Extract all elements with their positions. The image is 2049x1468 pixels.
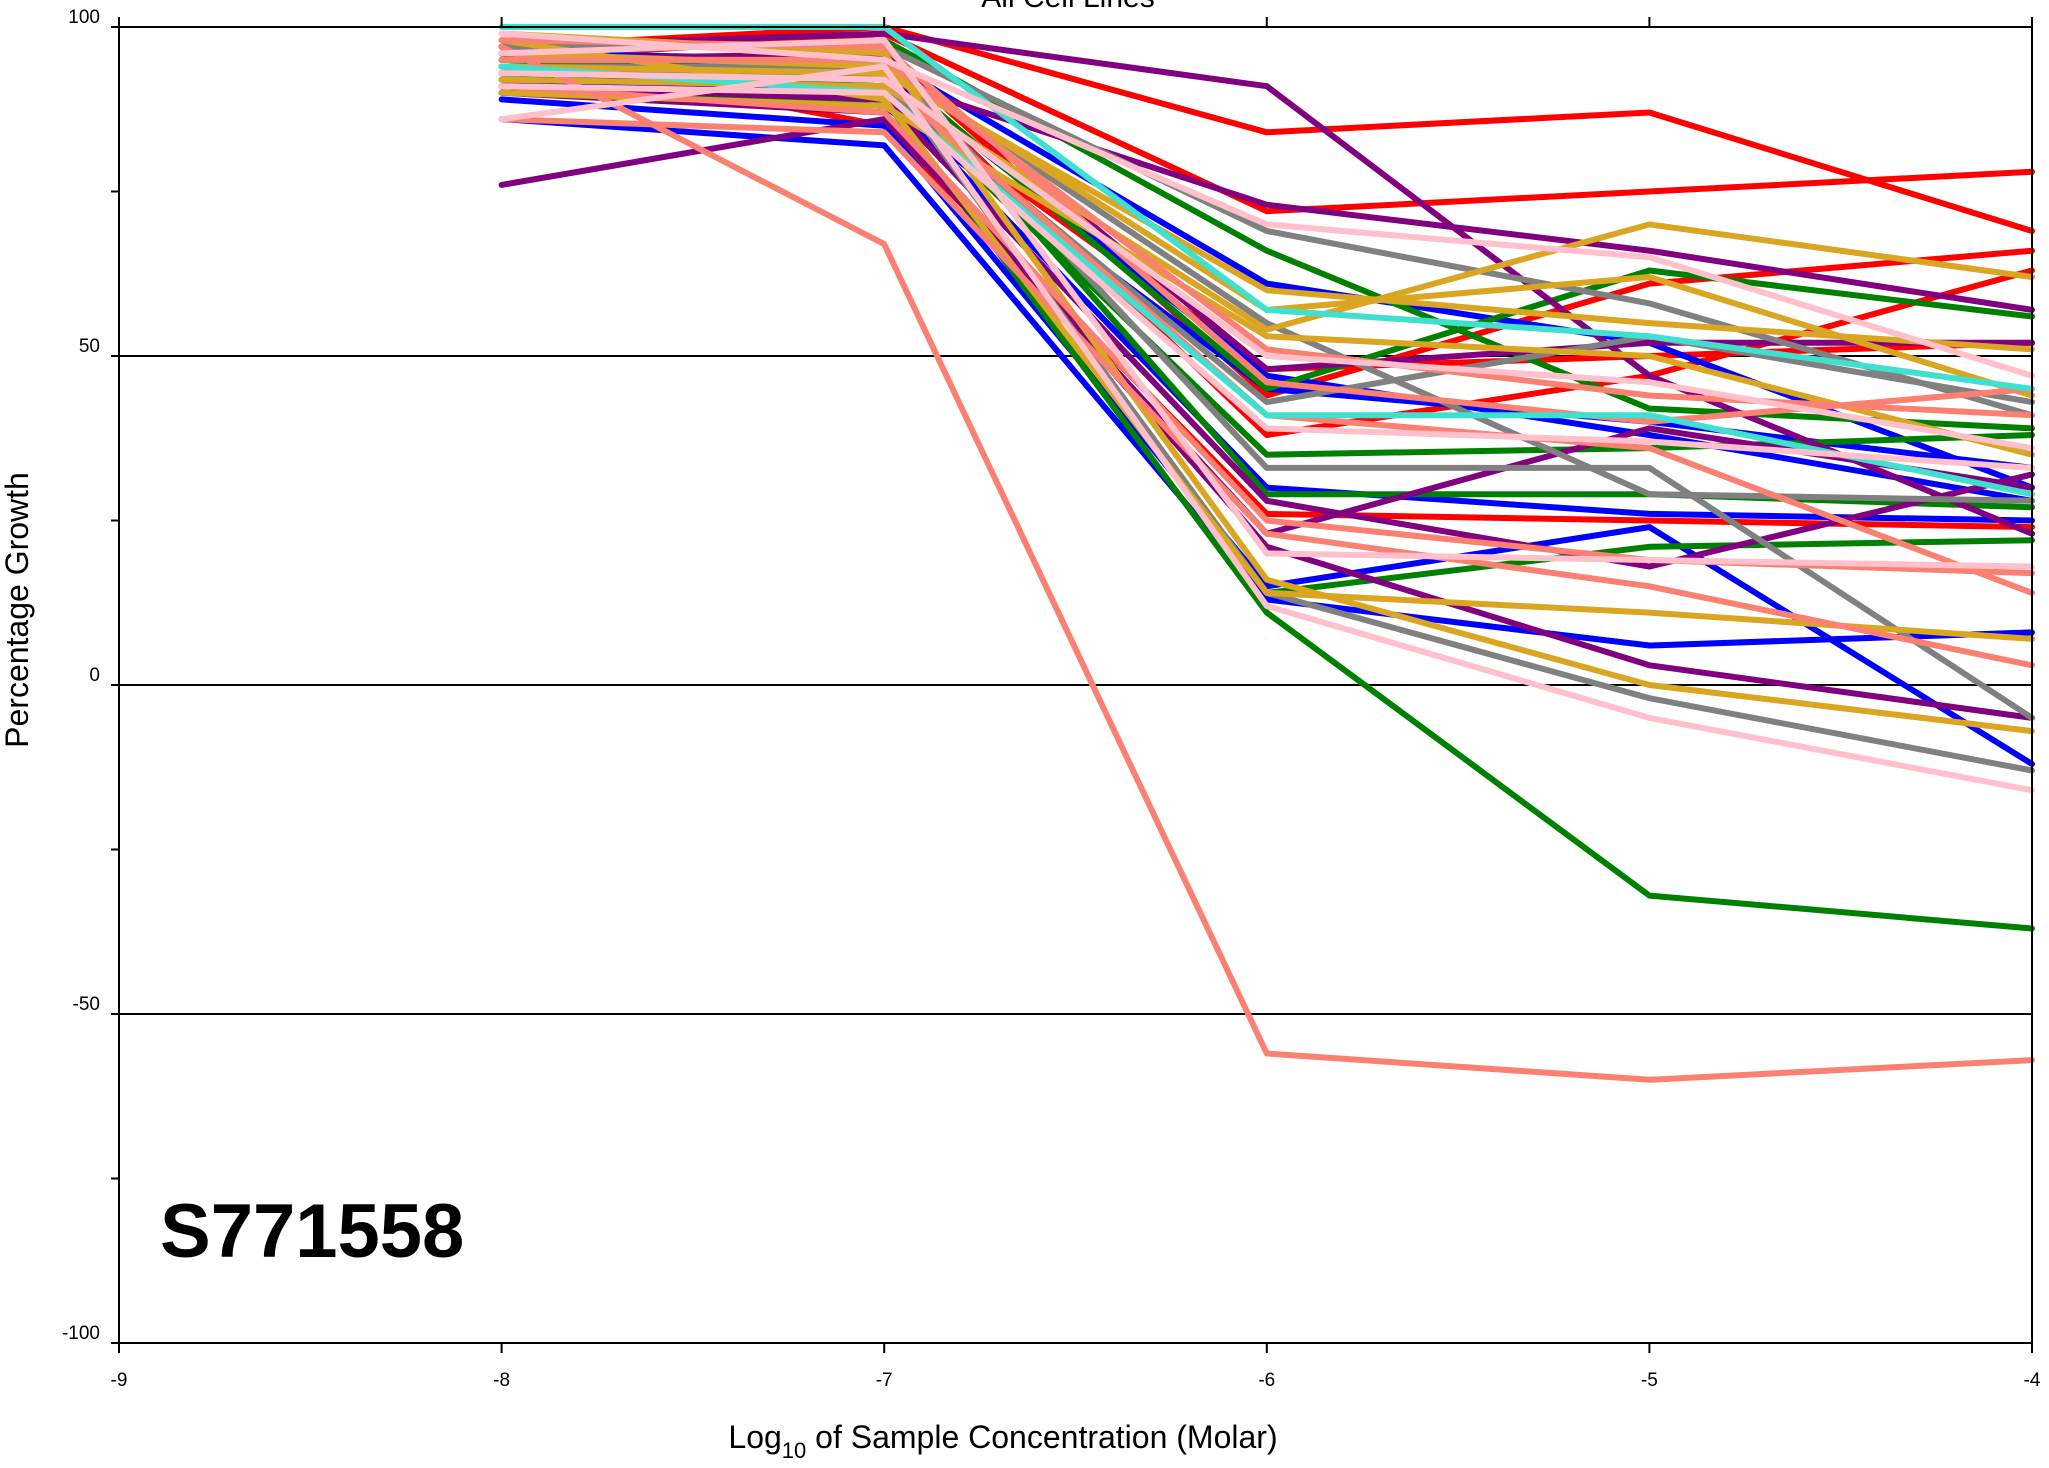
series-line-20 bbox=[498, 30, 2035, 537]
x-tick-label: -8 bbox=[493, 1370, 510, 1391]
y-axis-ticks: -100 -50 0 50 100 bbox=[62, 7, 119, 1344]
compound-label: S771558 bbox=[160, 1189, 464, 1274]
series-line-37 bbox=[498, 116, 2035, 669]
series-line-46 bbox=[498, 70, 2035, 452]
chart-title: All Cell Lines bbox=[981, 0, 1154, 14]
series-line-36 bbox=[498, 43, 2035, 1083]
x-axis-label: Log10 of Sample Concentration (Molar) bbox=[728, 1419, 1277, 1463]
series-line-45 bbox=[498, 30, 2035, 379]
series-line-47 bbox=[498, 37, 2035, 570]
y-tick-label: -100 bbox=[62, 1323, 100, 1344]
y-axis-label: Percentage Growth bbox=[0, 472, 35, 748]
series-lines bbox=[498, 24, 2035, 1083]
x-axis-label-subscript: 10 bbox=[782, 1438, 806, 1463]
series-line-44 bbox=[498, 63, 2035, 794]
y-tick-label: 100 bbox=[68, 7, 100, 28]
y-tick-label: -50 bbox=[73, 994, 100, 1015]
y-tick-label: 50 bbox=[79, 336, 100, 357]
x-tick-label: -4 bbox=[2024, 1370, 2041, 1391]
series-line-1 bbox=[498, 24, 2035, 234]
x-axis-label-main: Log bbox=[728, 1419, 781, 1455]
x-tick-label: -9 bbox=[111, 1370, 128, 1391]
series-line-34 bbox=[498, 63, 2035, 353]
x-tick-label: -6 bbox=[1258, 1370, 1275, 1391]
x-axis-label-rest: of Sample Concentration (Molar) bbox=[806, 1419, 1277, 1455]
x-tick-label: -5 bbox=[1641, 1370, 1658, 1391]
x-axis-ticks: -9 -8 -7 -6 -5 -4 bbox=[111, 17, 2041, 1391]
x-tick-label: -7 bbox=[876, 1370, 893, 1391]
series-line-8 bbox=[498, 96, 2035, 767]
series-line-48 bbox=[498, 83, 2035, 471]
series-line-7 bbox=[498, 116, 2035, 649]
series-line-24 bbox=[498, 83, 2035, 570]
y-tick-label: 0 bbox=[89, 665, 100, 686]
